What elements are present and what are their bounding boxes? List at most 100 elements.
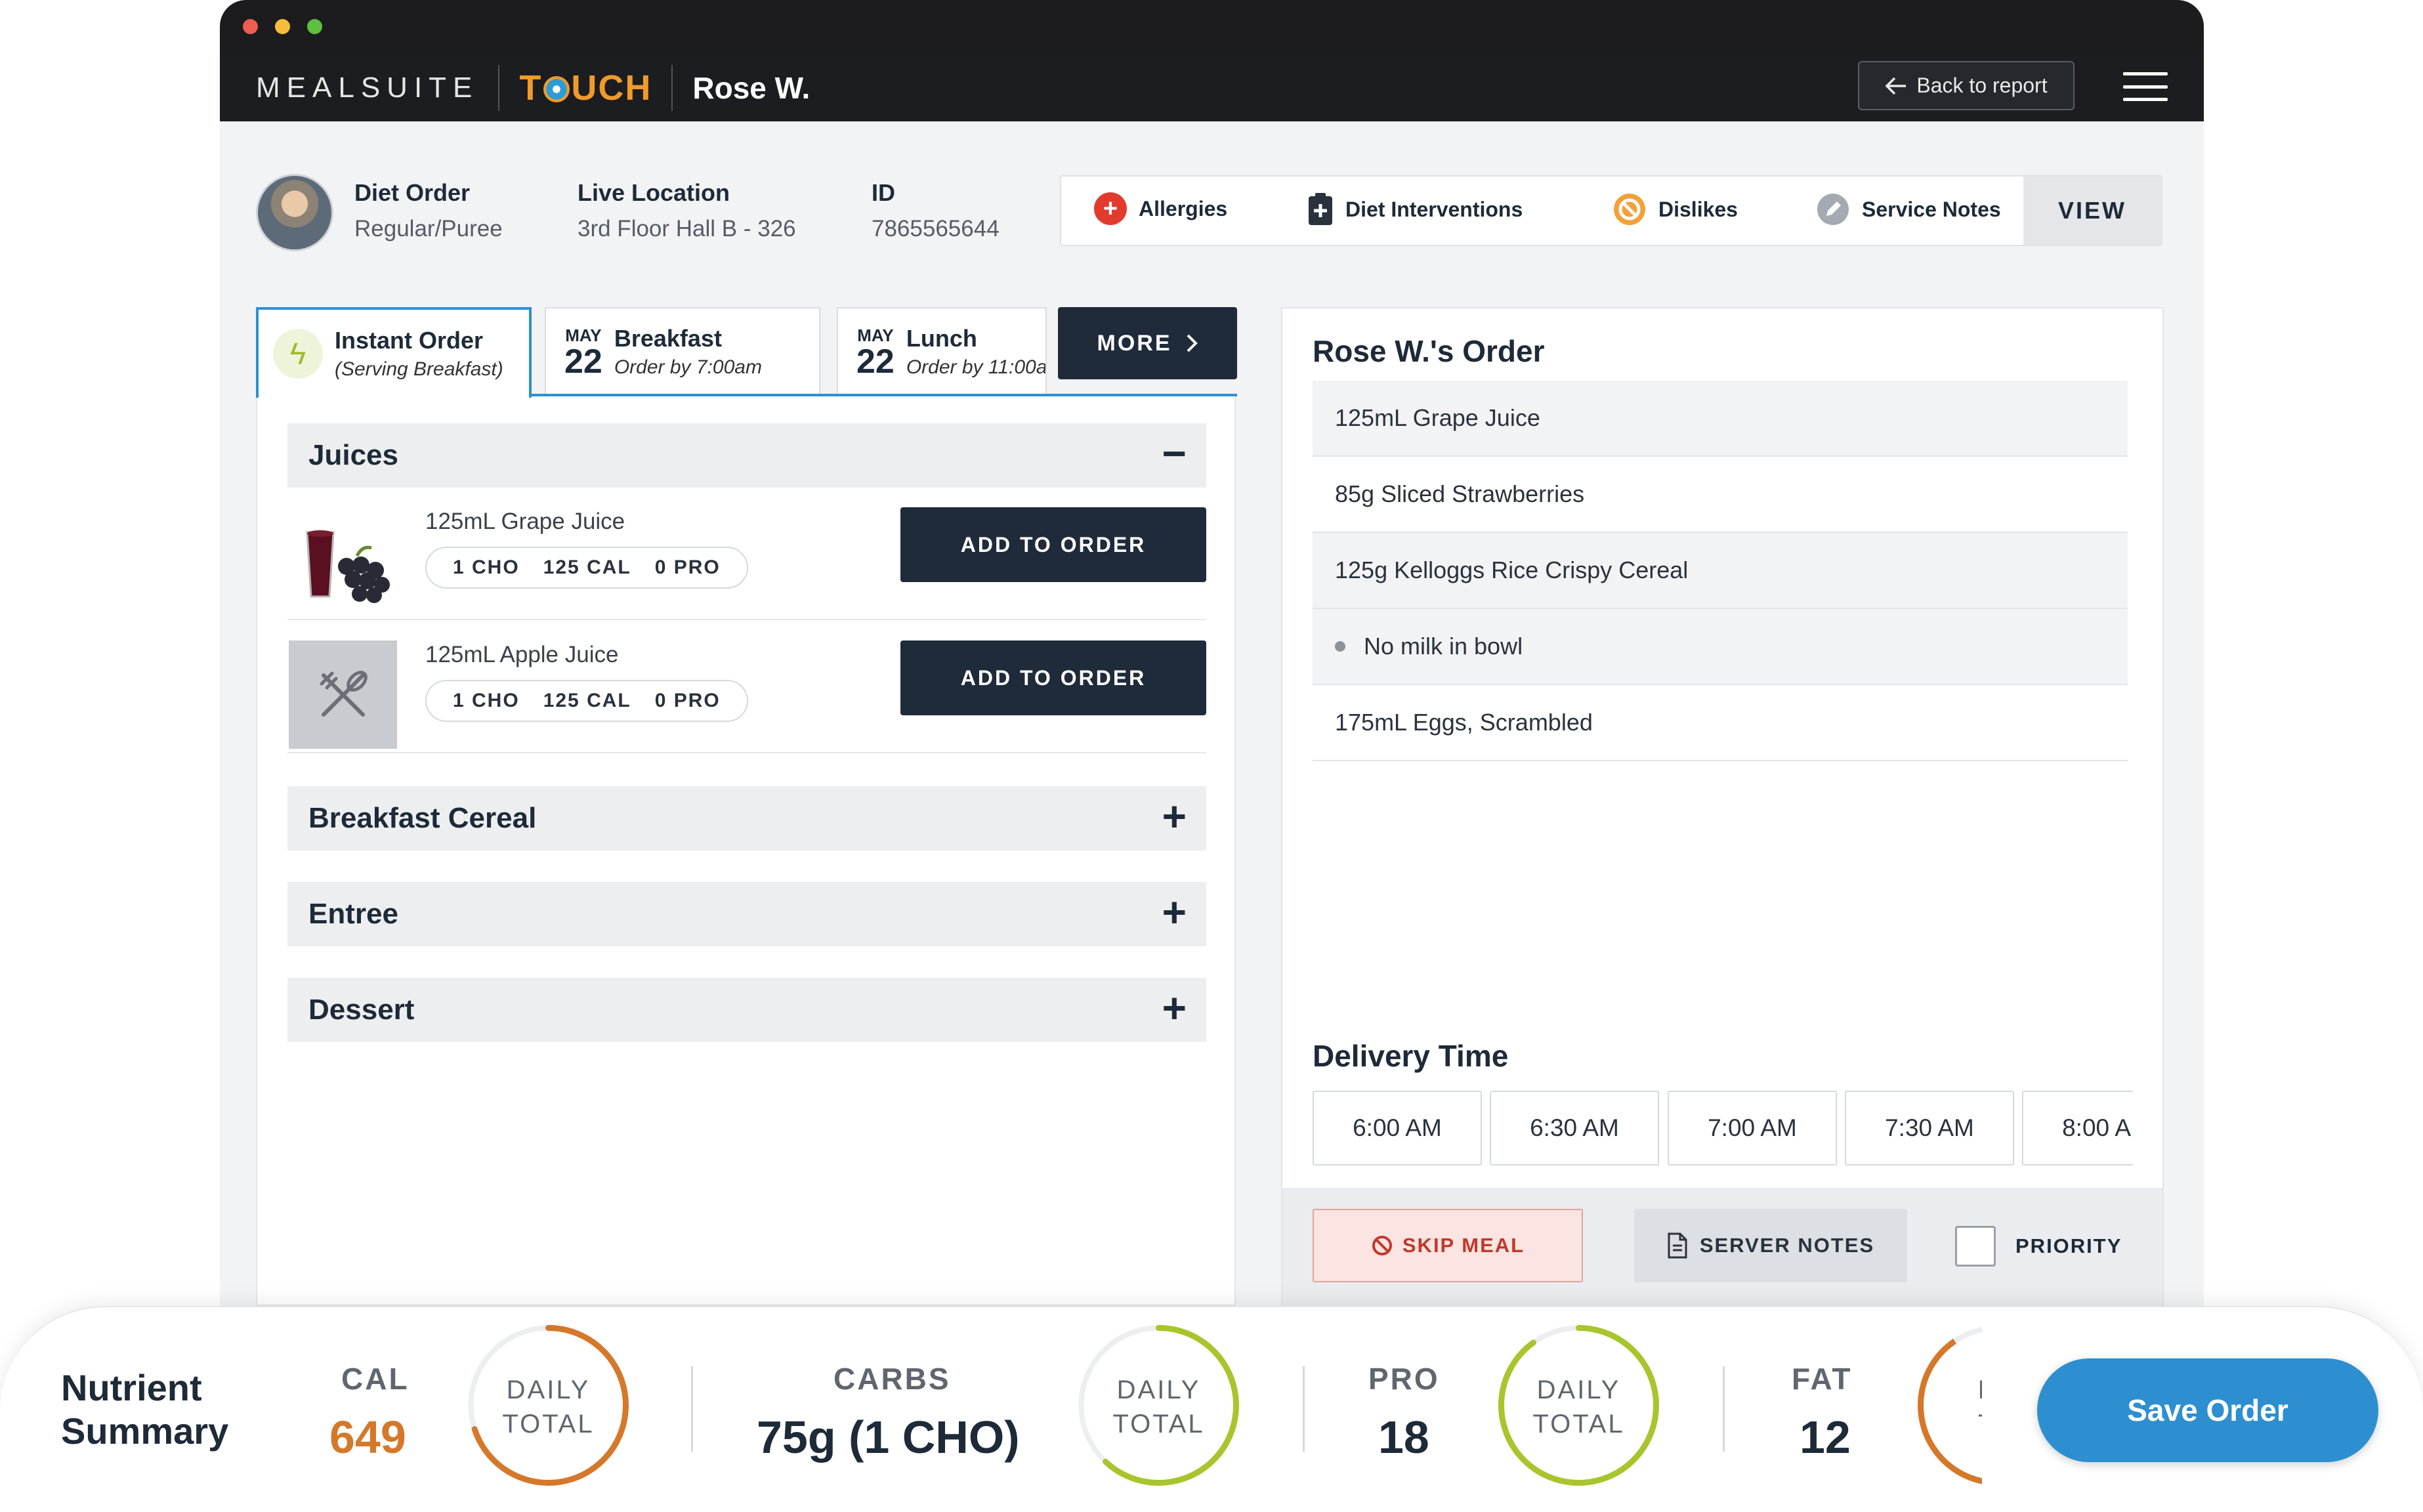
expand-plus-icon[interactable]: + [1162,984,1187,1032]
arrow-left-icon [1885,77,1907,94]
dislikes-flag[interactable]: Dislikes [1612,192,1738,226]
no-symbol-icon [1614,194,1645,225]
cal-chip: 125 CAL [543,690,631,711]
delivery-time-options: 6:00 AM 6:30 AM 7:00 AM 7:30 AM 8:00 AM [1313,1091,2133,1167]
service-notes-label: Service Notes [1862,197,2001,221]
save-order-button[interactable]: Save Order [2037,1358,2378,1462]
add-to-order-button[interactable]: ADD TO ORDER [900,640,1206,715]
list-item: 125mL Apple Juice 1 CHO 125 CAL 0 PRO AD… [287,629,1206,753]
list-item: 125mL Grape Juice 1 CHO 125 CAL 0 PRO AD… [287,495,1206,620]
order-item-note[interactable]: No milk in bowl [1313,609,2128,685]
lightning-bolt-icon: ϟ [273,329,323,379]
tab-lunch[interactable]: MAY 22 Lunch Order by 11:00am [837,307,1047,396]
order-item-label: 125mL Grape Juice [1335,404,1540,431]
pro-daily-total-ring: DAILY TOTAL [1495,1322,1662,1489]
order-item[interactable]: 85g Sliced Strawberries [1313,457,2128,533]
fat-label: FAT [1792,1362,1853,1396]
tab-instant-order[interactable]: ϟ Instant Order (Serving Breakfast) [256,307,532,398]
close-window-dot[interactable] [243,19,258,34]
view-flags-button[interactable]: VIEW [2023,177,2161,245]
nutrition-chips: 1 CHO 125 CAL 0 PRO [425,547,748,589]
tab-lunch-sub: Order by 11:00am [906,356,1047,378]
server-notes-button[interactable]: SERVER NOTES [1634,1209,1907,1282]
window-titlebar [220,0,2204,52]
category-dessert[interactable]: Dessert + [287,978,1206,1042]
category-breakfast-cereal[interactable]: Breakfast Cereal + [287,786,1206,850]
top-navigation: MEALSUITE T UCH Rose W. Back to report [220,52,2204,121]
tab-breakfast-sub: Order by 7:00am [614,356,762,378]
time-option[interactable]: 8:00 AM [2022,1091,2133,1166]
metric-divider [691,1366,693,1452]
brand-touch: T UCH [519,68,652,108]
nutrient-summary-line1: Nutrient [61,1367,202,1408]
more-tabs-button[interactable]: MORE [1058,307,1237,379]
allergies-label: Allergies [1139,196,1228,220]
nutrient-summary-title: Nutrient Summary [61,1366,228,1453]
priority-label: PRIORITY [2015,1234,2122,1257]
grape-juice-image [289,507,397,616]
time-option[interactable]: 6:00 AM [1313,1091,1482,1166]
nutrient-summary-bar: Nutrient Summary CAL 649 DAILY TOTAL CARB… [0,1306,2423,1512]
time-option[interactable]: 7:30 AM [1845,1091,2014,1166]
chevron-right-icon [1187,334,1198,352]
time-option[interactable]: 7:00 AM [1668,1091,1837,1166]
document-icon [1668,1232,1687,1259]
patient-id-label: ID [872,179,895,206]
zoom-window-dot[interactable] [307,19,322,34]
daily-total-label: DAILY TOTAL [1532,1376,1625,1438]
live-location-label: Live Location [578,179,730,206]
save-area: Save Order [1982,1307,2423,1512]
priority-toggle[interactable]: PRIORITY [1955,1226,2122,1267]
priority-checkbox[interactable] [1955,1226,1996,1267]
order-title: Rose W.'s Order [1313,334,1545,368]
back-to-report-button[interactable]: Back to report [1858,61,2075,110]
tab-lunch-title: Lunch [906,324,977,352]
carbs-label: CARBS [833,1362,951,1396]
skip-meal-button[interactable]: SKIP MEAL [1313,1209,1583,1282]
cal-daily-total-ring: DAILY TOTAL [465,1322,632,1489]
diet-order-label: Diet Order [354,179,471,206]
hamburger-menu-icon[interactable] [2123,72,2168,101]
collapse-minus-icon[interactable]: − [1162,430,1187,477]
touch-o-icon [543,76,570,102]
category-juices-label: Juices [308,439,398,471]
tab-breakfast-month: MAY [565,326,602,345]
fat-value: 12 [1800,1412,1851,1463]
tab-breakfast-day: 22 [564,343,602,381]
category-juices[interactable]: Juices − [287,423,1206,488]
order-item[interactable]: 125mL Grape Juice [1313,381,2128,457]
patient-flags-bar: + Allergies Diet Interventions Dislikes … [1060,175,2162,246]
add-to-order-button[interactable]: ADD TO ORDER [900,507,1206,582]
more-label: MORE [1097,330,1172,356]
metric-divider [1303,1366,1305,1452]
live-location-value: 3rd Floor Hall B - 326 [578,216,796,242]
order-actions-bar: SKIP MEAL SERVER NOTES PRIORITY [1282,1188,2162,1307]
diet-interventions-flag[interactable]: Diet Interventions [1307,192,1523,226]
tab-breakfast[interactable]: MAY 22 Breakfast Order by 7:00am [545,307,820,396]
red-cross-icon: + [1094,192,1127,225]
bullet-icon [1335,641,1345,652]
tab-lunch-month: MAY [857,326,894,345]
brand-touch-t: T [519,68,543,108]
expand-plus-icon[interactable]: + [1162,889,1187,936]
diet-order-value: Regular/Puree [354,216,503,242]
daily-total-label: DAILY TOTAL [1112,1376,1205,1438]
allergies-flag[interactable]: + Allergies [1094,192,1227,225]
service-notes-flag[interactable]: Service Notes [1816,192,2001,226]
pro-chip: 0 PRO [654,690,721,711]
brand-mealsuite: MEALSUITE [256,72,479,104]
pro-chip: 0 PRO [654,556,721,578]
expand-plus-icon[interactable]: + [1162,793,1187,840]
server-notes-label: SERVER NOTES [1699,1234,1875,1257]
tab-instant-order-sub: (Serving Breakfast) [335,358,503,380]
order-item[interactable]: 175mL Eggs, Scrambled [1313,685,2128,761]
category-entree[interactable]: Entree + [287,882,1206,946]
nutrient-summary-line2: Summary [61,1410,229,1452]
tab-lunch-day: 22 [856,343,895,381]
skip-meal-label: SKIP MEAL [1402,1234,1525,1257]
category-entree-label: Entree [308,898,398,930]
tab-breakfast-title: Breakfast [614,324,722,352]
minimize-window-dot[interactable] [275,19,290,34]
order-item[interactable]: 125g Kelloggs Rice Crispy Cereal [1313,533,2128,609]
time-option[interactable]: 6:30 AM [1490,1091,1659,1166]
